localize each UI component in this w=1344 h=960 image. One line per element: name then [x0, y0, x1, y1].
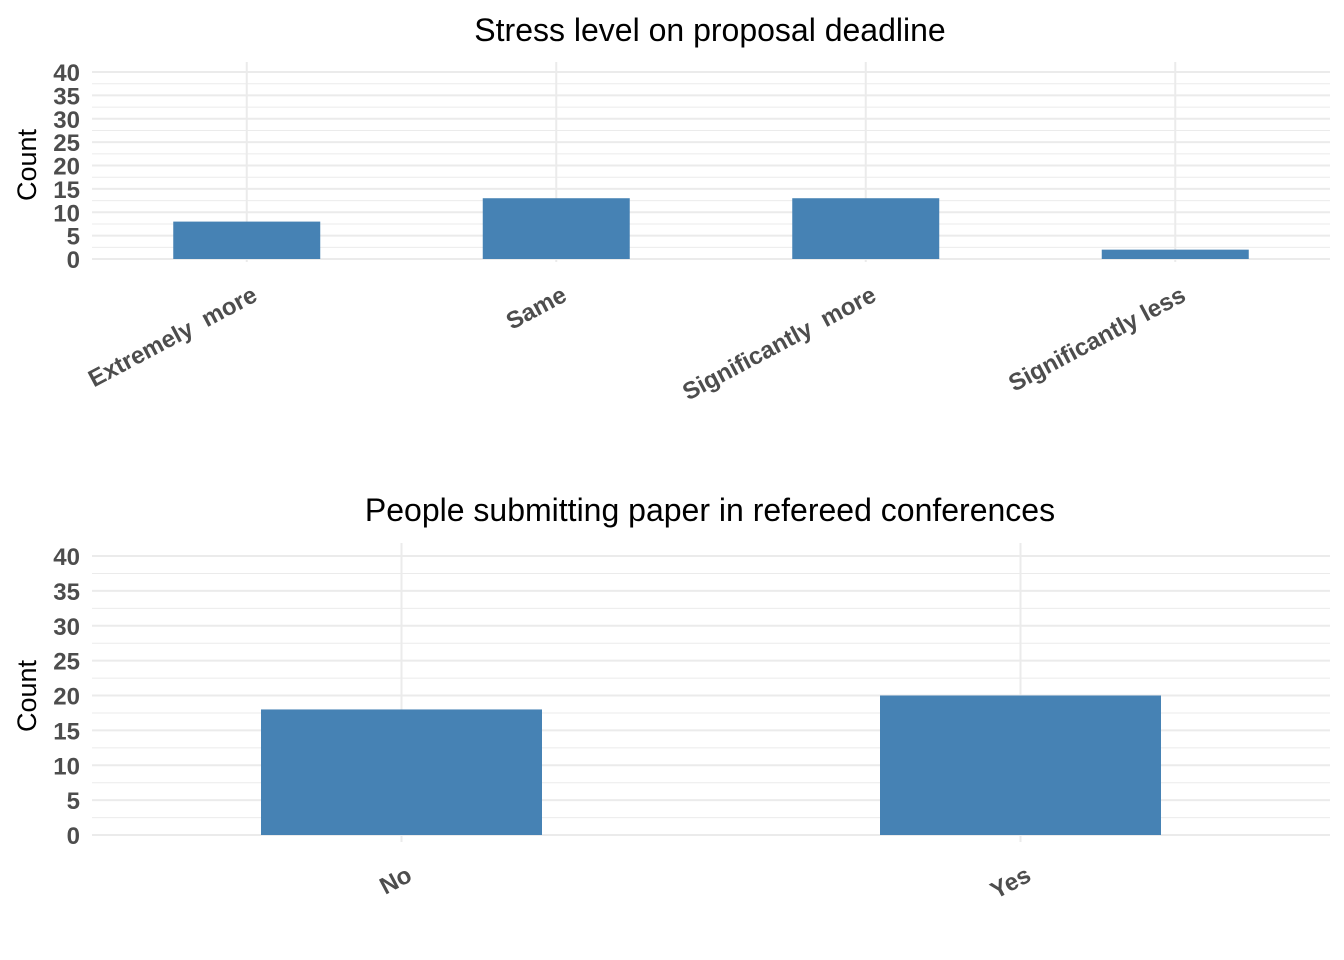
y-tick-label: 5: [67, 788, 80, 815]
chart-1-bars: [173, 198, 1249, 259]
y-tick-label: 25: [53, 130, 80, 157]
chart-1-x-tick-labels: Extremely more Same Significantly more Sign…: [84, 281, 1190, 406]
chart-1-y-axis-label: Count: [12, 128, 42, 201]
y-tick-label: 20: [53, 684, 80, 711]
y-tick-label: 25: [53, 649, 80, 676]
chart-1: Stress level on proposal deadline Count …: [12, 12, 1330, 406]
y-tick-label: 0: [67, 823, 80, 850]
bar-significantly-less: [1101, 249, 1249, 259]
chart-2-x-tick-labels: No Yes: [375, 861, 1035, 904]
y-tick-label: 35: [53, 83, 80, 110]
y-tick-label: 0: [67, 247, 80, 274]
y-tick-label: 35: [53, 579, 80, 606]
x-tick-label: Same: [502, 281, 571, 335]
bar-yes: [880, 695, 1161, 835]
y-tick-label: 15: [53, 718, 80, 745]
chart-2-title: People submitting paper in refereed conf…: [365, 492, 1055, 528]
chart-2: People submitting paper in refereed conf…: [12, 492, 1330, 905]
x-tick-label: No: [375, 861, 416, 900]
chart-1-gridlines: [92, 62, 1330, 262]
bar-significantly-more: [792, 198, 940, 259]
y-tick-label: 5: [67, 224, 80, 251]
y-tick-label: 40: [53, 544, 80, 571]
x-tick-label: Extremely more: [84, 281, 262, 393]
chart-1-title: Stress level on proposal deadline: [474, 12, 945, 48]
y-tick-label: 30: [53, 107, 80, 134]
chart-2-bars: [261, 695, 1161, 835]
y-tick-label: 10: [53, 200, 80, 227]
x-tick-label: Significantly less: [1004, 281, 1190, 397]
x-tick-label: Significantly more: [678, 281, 880, 406]
y-tick-label: 40: [53, 60, 80, 87]
bar-extremely-more: [173, 221, 321, 259]
y-tick-label: 15: [53, 177, 80, 204]
chart-2-y-axis-label: Count: [12, 659, 42, 732]
y-tick-label: 30: [53, 614, 80, 641]
y-tick-label: 20: [53, 154, 80, 181]
bar-same: [482, 198, 630, 259]
y-tick-label: 10: [53, 753, 80, 780]
bar-no: [261, 709, 542, 835]
x-tick-label: Yes: [986, 861, 1035, 904]
chart-2-y-tick-labels: 0 5 10 15 20 25 30 35 40: [53, 544, 80, 850]
